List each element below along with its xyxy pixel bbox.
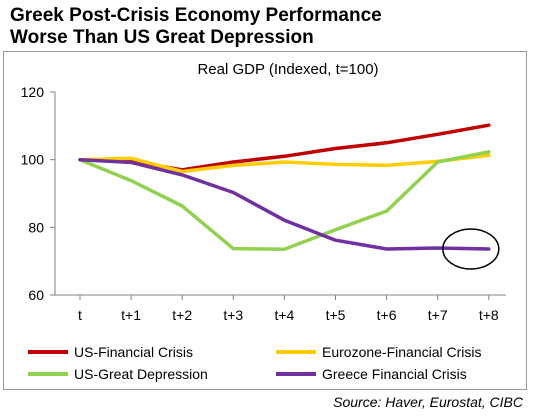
y-tick-label: 80 bbox=[28, 219, 44, 235]
chart-title: Greek Post-Crisis Economy Performance Wo… bbox=[10, 5, 530, 49]
title-line-2: Worse Than US Great Depression bbox=[10, 27, 314, 48]
x-tick-label: t+6 bbox=[377, 307, 397, 323]
x-tick-label: t+8 bbox=[479, 307, 499, 323]
y-tick-label: 120 bbox=[21, 84, 45, 100]
x-tick-label: t+2 bbox=[172, 307, 192, 323]
series-line-2 bbox=[78, 150, 491, 252]
legend-label: Greece Financial Crisis bbox=[322, 366, 467, 382]
plot-title: Real GDP (Indexed, t=100) bbox=[197, 61, 378, 78]
x-tick-label: t+4 bbox=[274, 307, 294, 323]
legend-label: US-Financial Crisis bbox=[74, 344, 193, 360]
title-line-1: Greek Post-Crisis Economy Performance bbox=[10, 5, 382, 26]
x-tick-label: t+7 bbox=[428, 307, 448, 323]
legend-label: Eurozone-Financial Crisis bbox=[322, 344, 482, 360]
chart-frame bbox=[3, 51, 527, 390]
highlight-ellipse bbox=[442, 228, 500, 270]
y-tick-label: 100 bbox=[21, 152, 45, 168]
source-note: Source: Haver, Eurostat, CIBC bbox=[333, 394, 523, 410]
x-tick-label: t+1 bbox=[121, 307, 141, 323]
x-tick-label: t+3 bbox=[223, 307, 243, 323]
x-tick-label: t+5 bbox=[326, 307, 346, 323]
series-line-3 bbox=[78, 157, 491, 251]
legend-label: US-Great Depression bbox=[74, 366, 208, 382]
series-line-1 bbox=[78, 153, 491, 174]
x-tick-label: t bbox=[78, 307, 82, 323]
y-tick-label: 60 bbox=[28, 287, 44, 303]
